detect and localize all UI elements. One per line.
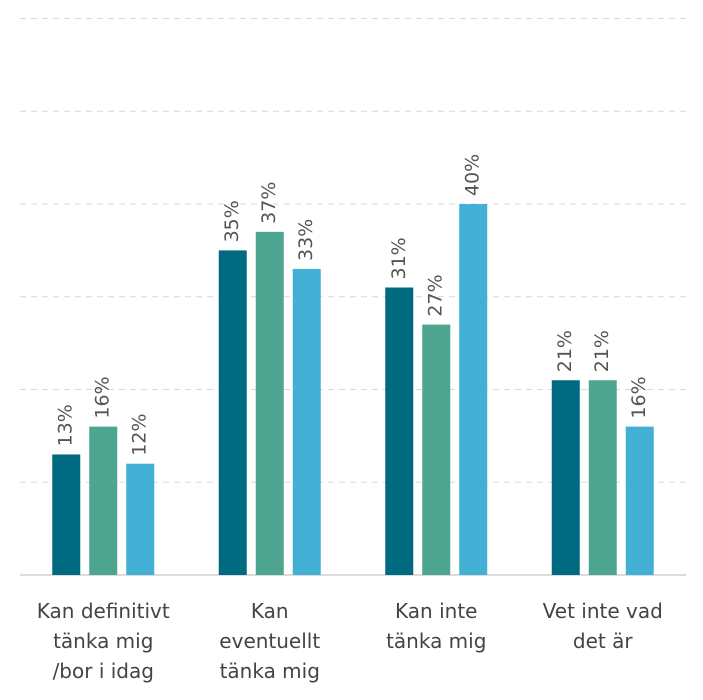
value-label: 12% xyxy=(129,413,151,455)
x-tick-label: Kan definitivt tänka mig/bor i idag xyxy=(37,599,170,683)
bar xyxy=(422,324,451,575)
bar xyxy=(89,426,118,575)
value-label: 21% xyxy=(554,330,576,372)
value-label: 31% xyxy=(388,237,410,279)
label-line: tänka mig xyxy=(53,629,153,653)
bar xyxy=(588,380,617,575)
value-label: 37% xyxy=(258,182,280,224)
bar xyxy=(625,426,654,575)
label-line: Kan inte xyxy=(395,599,477,623)
value-label: 40% xyxy=(462,154,484,196)
label-line: Kan definitivt xyxy=(37,599,170,623)
bar xyxy=(551,380,580,575)
value-label: 21% xyxy=(591,330,613,372)
bar xyxy=(52,454,81,575)
label-line: Kan xyxy=(251,599,289,623)
bar xyxy=(126,463,155,575)
label-line: tänka mig xyxy=(386,629,486,653)
label-line: eventuellt xyxy=(219,629,320,653)
value-label: 33% xyxy=(295,219,317,261)
value-label: 27% xyxy=(425,274,447,316)
bar xyxy=(255,231,284,575)
bar xyxy=(385,287,414,575)
value-label: 13% xyxy=(55,404,77,446)
value-label: 35% xyxy=(221,200,243,242)
label-line: Vet inte vad xyxy=(543,599,663,623)
label-line: tänka mig xyxy=(220,659,320,683)
value-label: 16% xyxy=(628,376,650,418)
bar xyxy=(292,268,321,575)
x-tick-label: Kan inte tänka mig xyxy=(386,599,486,653)
value-label: 16% xyxy=(92,376,114,418)
label-line: det är xyxy=(573,629,633,653)
bar xyxy=(459,204,488,575)
bar xyxy=(218,250,247,575)
x-tick-label: Vet inte vad det är xyxy=(543,599,663,653)
x-tick-label: Kan eventuellt tänka mig xyxy=(219,599,320,683)
label-line: /bor i idag xyxy=(53,659,154,683)
